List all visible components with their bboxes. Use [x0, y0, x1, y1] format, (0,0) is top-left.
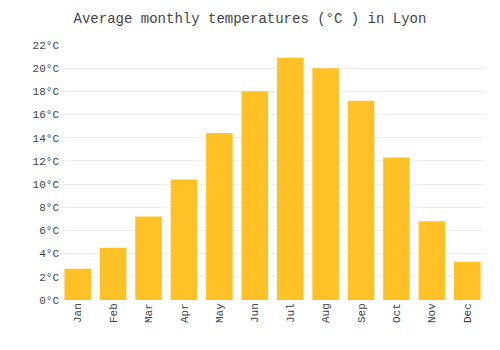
svg-text:Jul: Jul — [285, 303, 297, 323]
svg-text:Aug: Aug — [320, 303, 332, 323]
svg-text:22°C: 22°C — [33, 40, 60, 52]
svg-text:18°C: 18°C — [33, 86, 60, 98]
svg-text:8°C: 8°C — [39, 202, 59, 214]
svg-text:Jun: Jun — [249, 303, 261, 323]
svg-text:Sep: Sep — [356, 303, 368, 323]
svg-text:Apr: Apr — [179, 303, 191, 323]
svg-text:16°C: 16°C — [33, 109, 60, 121]
svg-text:20°C: 20°C — [33, 63, 60, 75]
svg-text:Average monthly temperatures (: Average monthly temperatures (°C ) in Ly… — [74, 11, 427, 27]
svg-text:Oct: Oct — [391, 303, 403, 323]
svg-text:Mar: Mar — [143, 303, 155, 323]
svg-text:May: May — [214, 303, 226, 323]
svg-text:14°C: 14°C — [33, 133, 60, 145]
svg-text:12°C: 12°C — [33, 156, 60, 168]
svg-text:Dec: Dec — [462, 303, 474, 323]
svg-text:Nov: Nov — [426, 303, 438, 323]
svg-text:Jan: Jan — [72, 303, 84, 323]
svg-text:6°C: 6°C — [39, 225, 59, 237]
svg-text:4°C: 4°C — [39, 248, 59, 260]
svg-text:Feb: Feb — [108, 303, 120, 323]
svg-text:10°C: 10°C — [33, 179, 60, 191]
svg-text:0°C: 0°C — [39, 295, 59, 307]
svg-text:2°C: 2°C — [39, 272, 59, 284]
